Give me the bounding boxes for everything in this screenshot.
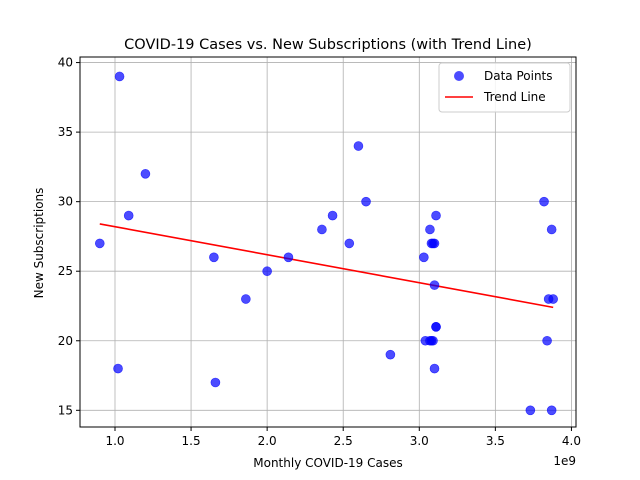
y-tick-label: 30: [58, 195, 73, 209]
data-point: [327, 210, 338, 221]
data-point: [548, 294, 558, 304]
data-point: [419, 252, 429, 263]
data-point: [385, 349, 396, 360]
legend-box: [438, 62, 571, 113]
data-point: [317, 224, 327, 235]
chart-title: COVID-19 Cases vs. New Subscriptions (wi…: [124, 37, 532, 53]
data-point: [542, 335, 552, 346]
y-tick-label: 25: [58, 264, 73, 278]
y-tick-label: 40: [58, 56, 73, 70]
legend-label-trend-line: Trend Line: [483, 90, 546, 104]
data-point: [114, 71, 125, 82]
data-point: [546, 224, 557, 235]
x-tick-label: 4.0: [562, 434, 581, 448]
x-axis-ticks: 1.0 1.5 2.0 2.5 3.0 3.5 4.0: [105, 427, 581, 448]
data-point: [262, 266, 272, 277]
data-point: [353, 141, 364, 151]
data-point: [361, 196, 371, 207]
x-axis-offset-label: 1e9: [553, 454, 576, 468]
y-axis-label: New Subscriptions: [32, 188, 46, 299]
data-point: [123, 210, 134, 221]
trend-line: [99, 223, 554, 309]
data-point: [429, 280, 440, 290]
data-point: [209, 252, 219, 263]
data-point: [431, 322, 441, 332]
x-tick-label: 2.5: [334, 434, 353, 448]
legend-label-data-points: Data Points: [484, 69, 553, 83]
x-tick-label: 3.5: [486, 434, 505, 448]
data-point: [429, 238, 440, 249]
legend-marker-data-points: [454, 71, 464, 81]
y-tick-label: 15: [58, 403, 73, 417]
data-point: [140, 169, 151, 179]
data-point: [539, 196, 549, 207]
data-point: [94, 238, 105, 249]
data-point: [344, 238, 355, 249]
data-point: [525, 405, 536, 416]
x-tick-label: 2.0: [258, 434, 277, 448]
data-point: [428, 335, 438, 346]
x-axis-label: Monthly COVID-19 Cases: [253, 456, 403, 470]
data-point: [113, 363, 123, 374]
grid-lines: [80, 57, 576, 427]
data-points-layer: [94, 71, 558, 416]
data-point: [283, 252, 294, 263]
data-point: [431, 210, 441, 221]
y-tick-label: 20: [58, 334, 73, 348]
data-point: [241, 294, 251, 304]
data-point: [210, 377, 221, 388]
trend-line-layer: [99, 223, 554, 309]
data-point: [546, 405, 557, 416]
legend: Data Points Trend Line: [438, 62, 571, 113]
y-tick-label: 35: [58, 125, 73, 139]
plot-frame: [79, 56, 577, 428]
x-tick-label: 1.0: [105, 434, 124, 448]
x-tick-label: 3.0: [410, 434, 429, 448]
y-axis-ticks: 15 20 25 30 35 40: [58, 56, 80, 417]
data-point: [429, 363, 440, 374]
data-point: [425, 224, 435, 235]
x-tick-label: 1.5: [182, 434, 201, 448]
